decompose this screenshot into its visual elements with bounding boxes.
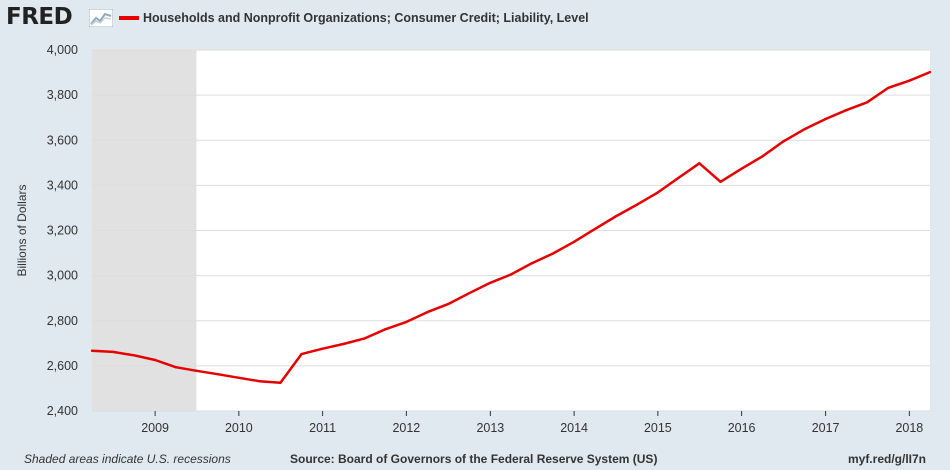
data-point (530, 262, 534, 265)
x-tick-label: 2014 (560, 421, 588, 435)
y-tick-label: 4,000 (47, 43, 78, 57)
data-point (593, 227, 596, 231)
data-point (908, 79, 911, 82)
fred-logo[interactable]: FRED (6, 4, 73, 30)
data-point (572, 240, 576, 243)
data-point (342, 342, 345, 346)
x-tick-label: 2013 (476, 421, 504, 435)
line-chart-icon (89, 9, 113, 27)
data-point (824, 117, 827, 121)
data-point (740, 167, 743, 170)
data-point (362, 337, 366, 340)
legend-label: Households and Nonprofit Organizations; … (143, 11, 589, 25)
x-tick-label: 2009 (141, 421, 169, 435)
x-tick-label: 2017 (812, 421, 840, 435)
y-axis-label: Billions of Dollars (15, 184, 29, 276)
y-tick-label: 3,800 (47, 88, 78, 102)
x-tick-label: 2015 (644, 421, 672, 435)
data-point (887, 86, 890, 90)
data-point (132, 354, 136, 357)
data-point (90, 349, 94, 352)
data-point (845, 109, 848, 112)
y-tick-label: 2,800 (47, 314, 78, 328)
data-point (509, 273, 513, 276)
y-tick-label: 3,600 (47, 133, 78, 147)
short-url[interactable]: myf.red/g/lI7n (847, 452, 926, 466)
data-point (153, 358, 157, 362)
data-point (384, 328, 387, 331)
chart-header: FRED Households and Nonprofit Organizati… (0, 0, 950, 40)
x-tick-label: 2012 (392, 421, 420, 435)
data-point (656, 191, 660, 194)
data-point (321, 347, 324, 350)
data-point (614, 215, 617, 218)
data-point (928, 70, 932, 74)
y-tick-label: 2,400 (47, 404, 78, 418)
data-point (761, 155, 764, 158)
data-point (279, 381, 282, 384)
data-point (719, 180, 722, 183)
y-tick-label: 3,400 (47, 178, 78, 192)
data-point (635, 203, 638, 206)
x-tick-label: 2018 (895, 421, 923, 435)
data-point (782, 140, 785, 143)
data-point (258, 380, 261, 383)
data-point (216, 373, 219, 376)
data-point (468, 292, 471, 295)
data-point (426, 310, 429, 314)
y-tick-label: 3,200 (47, 224, 78, 238)
source-note: Source: Board of Governors of the Federa… (290, 452, 658, 466)
y-tick-label: 2,600 (47, 359, 78, 373)
data-point (174, 366, 177, 369)
data-point (803, 127, 806, 131)
data-point (551, 252, 555, 255)
data-point (446, 302, 450, 306)
x-tick-label: 2011 (309, 421, 336, 435)
data-point (489, 281, 492, 285)
x-tick-label: 2010 (225, 421, 253, 435)
recession-note: Shaded areas indicate U.S. recessions (24, 452, 231, 466)
legend-swatch (119, 16, 139, 20)
chart-legend: Households and Nonprofit Organizations; … (119, 11, 589, 25)
data-point (677, 176, 680, 180)
data-point (237, 376, 241, 380)
data-point (300, 352, 303, 356)
data-point (195, 369, 198, 373)
data-point (405, 320, 408, 324)
x-tick-label: 2016 (728, 421, 756, 435)
y-tick-label: 3,000 (47, 269, 78, 283)
data-point (698, 162, 701, 165)
data-point (865, 101, 869, 104)
data-point (111, 350, 115, 354)
line-chart: 2,400 2,600 2,800 3,000 3,200 3,400 3,600 3,800… (15, 43, 932, 435)
